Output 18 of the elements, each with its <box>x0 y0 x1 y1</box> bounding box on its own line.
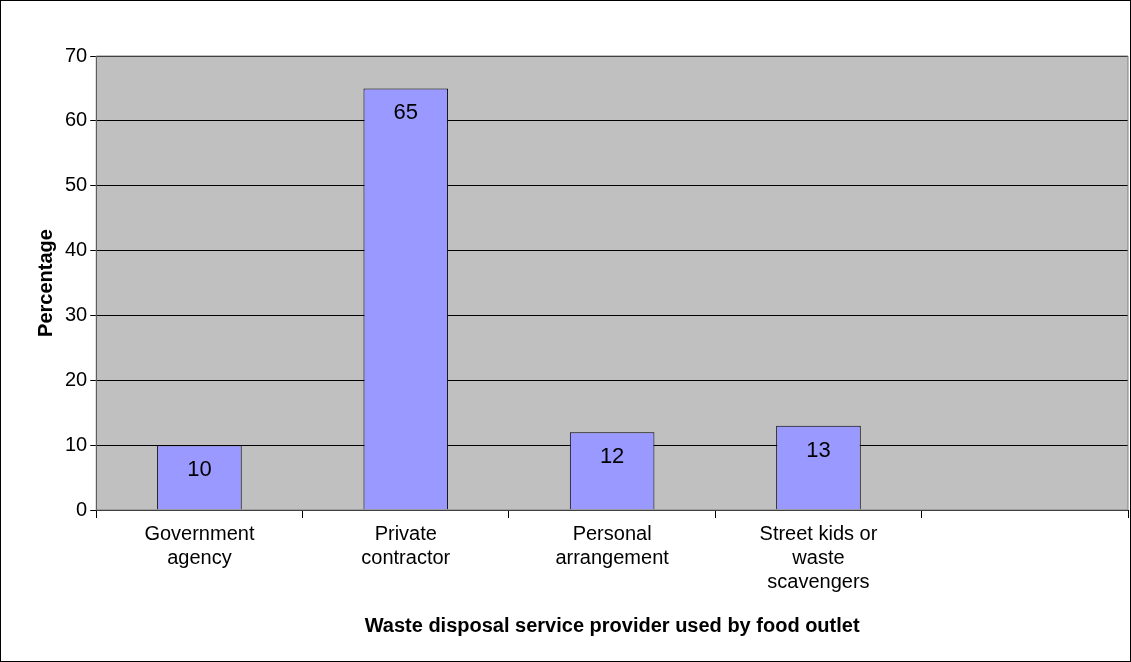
x-tick-label: Street kids or waste scavengers <box>759 521 878 592</box>
data-label: 10 <box>187 456 212 482</box>
x-tick-label: Government agency <box>144 521 255 568</box>
y-tick-label: 70 <box>65 43 88 66</box>
y-axis-title: Percentage <box>33 229 56 337</box>
data-label: 65 <box>393 99 419 125</box>
y-tick-label: 0 <box>76 497 88 520</box>
y-tick-label: 10 <box>65 432 88 455</box>
y-tick-label: 20 <box>65 367 88 390</box>
x-tick-label: Personal arrangement <box>555 521 670 568</box>
x-tick-label: Private contractor <box>361 521 451 568</box>
x-axis-title: Waste disposal service provider used by food outlet <box>364 613 860 636</box>
y-tick-label: 30 <box>65 302 88 325</box>
y-tick-label: 40 <box>65 238 88 261</box>
data-label: 13 <box>806 436 831 462</box>
data-label: 12 <box>599 443 625 469</box>
y-tick-label: 50 <box>65 173 88 196</box>
y-tick-label: 60 <box>65 108 88 131</box>
